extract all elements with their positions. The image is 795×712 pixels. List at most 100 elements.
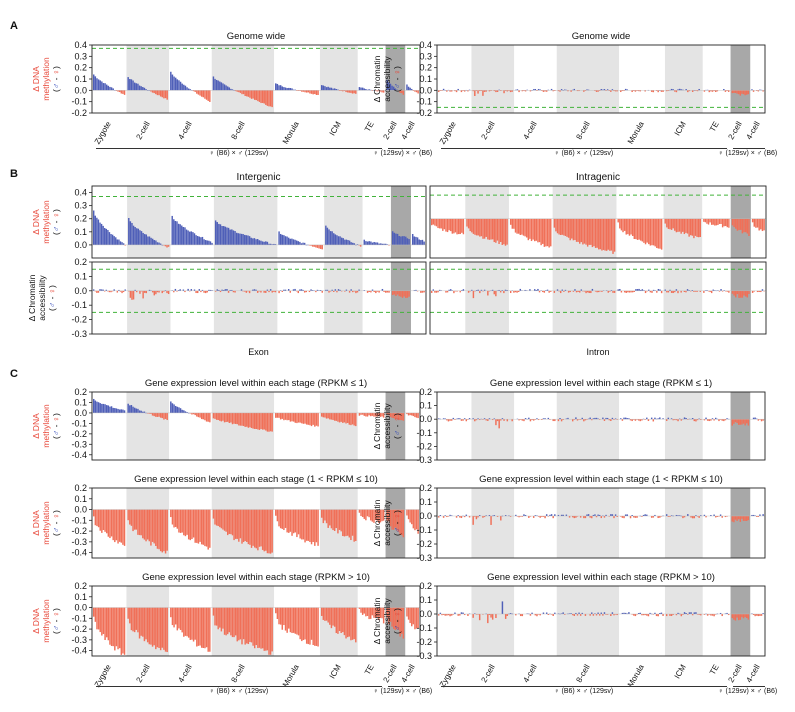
data-bar xyxy=(110,406,113,413)
data-bar xyxy=(411,233,414,245)
data-bar xyxy=(388,509,390,522)
data-bar xyxy=(431,218,433,226)
data-bar xyxy=(201,289,204,291)
data-bar xyxy=(131,222,133,245)
data-bar xyxy=(411,412,413,416)
data-bar xyxy=(371,242,374,245)
data-bar xyxy=(164,290,167,291)
data-bar xyxy=(461,290,463,291)
data-bar xyxy=(598,290,600,293)
data-bar xyxy=(200,509,203,545)
data-bar xyxy=(754,417,756,420)
data-bar xyxy=(129,607,131,624)
data-bar xyxy=(583,218,586,244)
data-bar xyxy=(166,244,168,248)
data-bar xyxy=(104,404,106,413)
data-bar xyxy=(713,514,715,516)
data-bar xyxy=(104,290,106,292)
data-bar xyxy=(179,289,181,291)
data-bar xyxy=(708,419,710,422)
data-bar xyxy=(301,90,303,92)
data-bar xyxy=(573,614,576,617)
data-bar xyxy=(506,218,508,245)
chart-title: Gene expression level within each stage … xyxy=(144,378,368,389)
data-bar xyxy=(135,408,138,413)
data-bar xyxy=(657,418,659,420)
data-bar xyxy=(299,241,301,245)
data-bar xyxy=(107,85,110,91)
data-bar xyxy=(733,419,735,424)
data-bar xyxy=(614,614,617,615)
data-bar xyxy=(368,241,370,245)
data-bar xyxy=(670,515,673,516)
data-bar xyxy=(737,90,740,95)
y-axis-label-line1: Δ Chromatin xyxy=(372,499,382,547)
data-bar xyxy=(174,509,177,527)
data-bar xyxy=(115,509,118,541)
data-bar xyxy=(204,290,207,294)
data-bar xyxy=(317,412,319,427)
data-bar xyxy=(527,218,530,241)
data-bar xyxy=(406,509,408,516)
data-bar xyxy=(123,509,126,546)
data-bar xyxy=(756,516,758,517)
data-bar xyxy=(291,238,293,245)
data-bar xyxy=(283,87,285,91)
data-bar xyxy=(247,235,249,245)
data-bar xyxy=(121,242,123,245)
data-bar xyxy=(402,607,405,639)
data-bar xyxy=(187,88,190,91)
data-bar xyxy=(685,290,687,293)
data-bar xyxy=(199,509,201,542)
data-bar xyxy=(407,607,410,620)
data-bar xyxy=(746,419,748,424)
data-bar xyxy=(693,218,695,239)
data-bar xyxy=(234,290,236,293)
data-bar xyxy=(501,290,503,291)
data-bar xyxy=(373,607,375,618)
data-bar xyxy=(398,290,400,297)
data-bar xyxy=(258,509,261,547)
data-bar xyxy=(288,87,290,91)
data-bar xyxy=(746,516,748,521)
data-bar xyxy=(287,237,290,245)
data-bar xyxy=(156,607,159,648)
data-bar xyxy=(589,417,591,420)
data-bar xyxy=(228,607,231,633)
data-bar xyxy=(135,607,138,630)
data-bar xyxy=(338,412,341,423)
data-bar xyxy=(184,85,187,91)
data-bar xyxy=(637,90,640,92)
data-bar xyxy=(548,218,550,248)
data-bar xyxy=(159,412,162,418)
data-bar xyxy=(345,239,348,245)
data-bar xyxy=(239,607,242,640)
data-bar xyxy=(710,218,713,225)
data-bar xyxy=(278,412,280,418)
data-bar xyxy=(646,417,648,420)
data-bar xyxy=(670,88,673,91)
data-bar xyxy=(289,607,292,633)
data-bar xyxy=(756,90,758,91)
data-bar xyxy=(105,84,108,91)
plot-frame xyxy=(91,487,421,559)
data-bar xyxy=(200,290,202,293)
data-bar xyxy=(482,516,484,518)
data-bar xyxy=(757,516,760,517)
data-bar xyxy=(129,221,132,245)
data-bar xyxy=(675,514,678,516)
data-bar xyxy=(203,290,205,293)
data-bar xyxy=(588,218,590,245)
data-bar xyxy=(269,509,272,554)
data-bar xyxy=(342,90,344,92)
data-bar xyxy=(446,419,448,421)
data-bar xyxy=(611,612,614,614)
data-bar xyxy=(132,509,134,532)
data-bar xyxy=(179,607,182,630)
data-bar xyxy=(396,89,398,91)
data-bar xyxy=(205,412,208,422)
data-bar xyxy=(366,89,369,91)
data-bar xyxy=(363,290,366,291)
data-bar xyxy=(585,218,587,245)
data-bar xyxy=(185,229,188,245)
